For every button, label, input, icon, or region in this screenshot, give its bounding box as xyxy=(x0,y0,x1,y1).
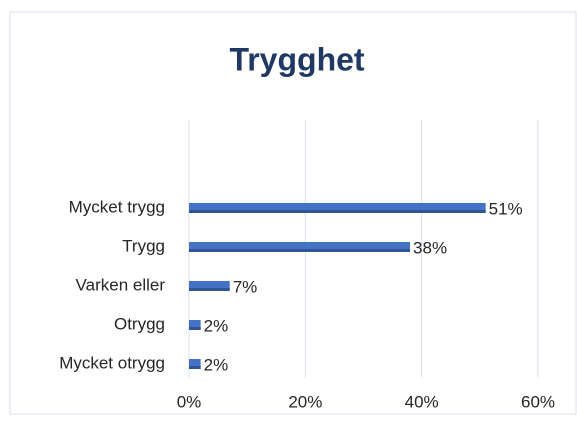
y-tick-label: Mycket otrygg xyxy=(59,353,165,372)
bar-shade xyxy=(189,210,486,213)
bar-shade xyxy=(189,366,201,369)
data-label: 2% xyxy=(204,355,229,374)
y-tick-label: Trygg xyxy=(122,236,165,255)
data-label: 38% xyxy=(413,238,447,257)
bar xyxy=(189,320,201,330)
data-label: 2% xyxy=(204,316,229,335)
y-tick-label: Varken eller xyxy=(76,275,166,294)
bar-shade xyxy=(189,288,230,291)
bar-shade xyxy=(189,249,411,252)
data-label: 7% xyxy=(233,277,258,296)
bar-shade xyxy=(189,327,201,330)
bar xyxy=(189,203,486,213)
bar xyxy=(189,281,230,291)
chart-title: Trygghet xyxy=(229,41,364,77)
x-tick-label: 0% xyxy=(177,392,202,411)
x-tick-label: 40% xyxy=(405,392,439,411)
data-label: 51% xyxy=(489,199,523,218)
x-tick-label: 20% xyxy=(288,392,322,411)
y-tick-label: Otrygg xyxy=(114,314,165,333)
x-tick-label: 60% xyxy=(521,392,555,411)
y-tick-label: Mycket trygg xyxy=(69,197,165,216)
bar xyxy=(189,242,411,252)
bar xyxy=(189,359,201,369)
